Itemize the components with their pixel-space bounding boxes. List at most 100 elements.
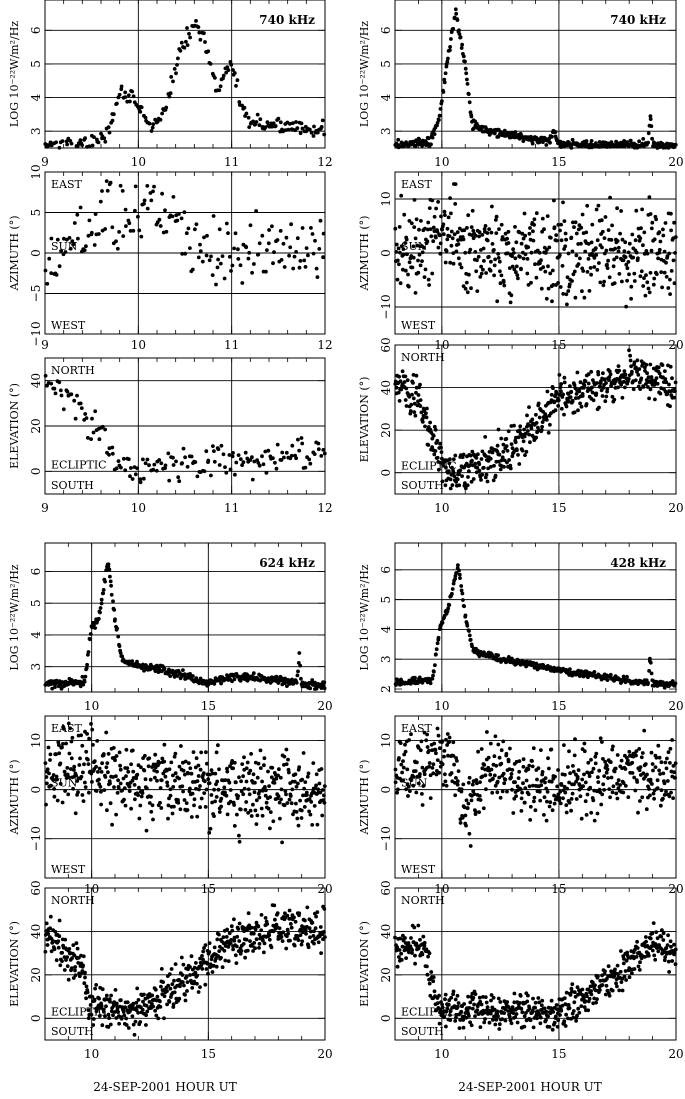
data-point (139, 234, 144, 239)
data-point (247, 923, 252, 928)
data-point (219, 443, 224, 448)
data-point (244, 111, 249, 116)
data-point (427, 206, 432, 211)
data-point (122, 797, 126, 802)
data-point (535, 777, 539, 782)
data-point (180, 784, 185, 789)
data-point (671, 258, 676, 263)
data-point (296, 938, 301, 942)
data-point (108, 801, 113, 806)
data-point (412, 225, 417, 230)
data-point (305, 774, 310, 779)
data-point (465, 77, 469, 82)
data-point (491, 776, 495, 781)
data-point (124, 1016, 129, 1021)
data-point (423, 226, 427, 231)
data-point (623, 255, 628, 259)
data-point (76, 790, 80, 795)
data-point (669, 269, 674, 273)
data-point (436, 733, 441, 738)
data-point (228, 788, 233, 792)
data-point (615, 753, 620, 757)
data-point (138, 477, 143, 482)
data-point (572, 753, 577, 758)
data-point (69, 767, 73, 771)
data-point (201, 771, 206, 776)
data-point (513, 256, 518, 261)
x-tick-label: 12 (317, 155, 332, 169)
data-point (407, 738, 411, 742)
data-point (119, 84, 124, 89)
data-point (548, 140, 552, 145)
data-point (226, 959, 231, 963)
data-point (626, 377, 631, 381)
data-point (84, 749, 89, 754)
data-point (597, 405, 601, 410)
data-point (543, 251, 548, 255)
data-point (219, 804, 224, 809)
data-point (648, 212, 653, 216)
y-tick-label: 2 (379, 685, 393, 693)
data-point (401, 765, 406, 770)
data-point (502, 781, 507, 786)
data-point (574, 231, 579, 236)
data-point (557, 373, 562, 377)
data-point (123, 90, 128, 95)
data-point (567, 800, 572, 805)
data-point (607, 369, 612, 374)
data-point (561, 292, 566, 296)
data-point (73, 968, 77, 973)
data-point (83, 412, 88, 416)
data-point (259, 806, 264, 811)
data-point (521, 439, 526, 444)
data-point (413, 236, 418, 241)
data-point (110, 225, 115, 230)
data-point (183, 759, 188, 764)
data-point (397, 225, 402, 229)
data-point (443, 213, 447, 218)
data-point (315, 130, 320, 135)
direction-label-bottom: WEST (401, 319, 436, 332)
data-point (290, 443, 295, 448)
data-point (481, 267, 485, 272)
data-point (114, 754, 119, 758)
data-point (154, 1013, 159, 1018)
direction-label-top: NORTH (401, 351, 445, 364)
data-point (202, 469, 207, 474)
data-point (496, 256, 501, 260)
data-point (414, 217, 419, 222)
data-point (225, 812, 230, 817)
data-point (246, 911, 251, 916)
data-point (413, 413, 418, 418)
data-point (162, 666, 167, 671)
data-point (672, 220, 676, 225)
data-point (478, 798, 483, 802)
data-point (464, 71, 469, 76)
y-axis-label: AZIMUTH (°) (8, 216, 21, 292)
data-point (127, 99, 132, 104)
data-point (642, 276, 646, 280)
data-point (143, 115, 148, 120)
data-point (302, 805, 307, 809)
data-point (83, 136, 87, 141)
data-point (108, 1022, 113, 1027)
data-point (523, 233, 527, 238)
data-point (628, 353, 632, 358)
data-point (163, 463, 168, 468)
data-point (600, 245, 604, 250)
data-point (149, 794, 153, 799)
data-point (399, 193, 404, 198)
data-point (184, 974, 189, 979)
data-point (172, 67, 177, 71)
data-point (398, 281, 403, 286)
data-point (427, 764, 431, 769)
data-point (612, 397, 617, 402)
data-point (176, 800, 181, 805)
data-point (517, 462, 522, 466)
data-point (539, 783, 544, 788)
data-point (480, 233, 485, 237)
data-point (654, 217, 658, 222)
y-tick-label: 3 (379, 655, 393, 663)
data-point (501, 771, 506, 776)
data-point (648, 114, 653, 119)
